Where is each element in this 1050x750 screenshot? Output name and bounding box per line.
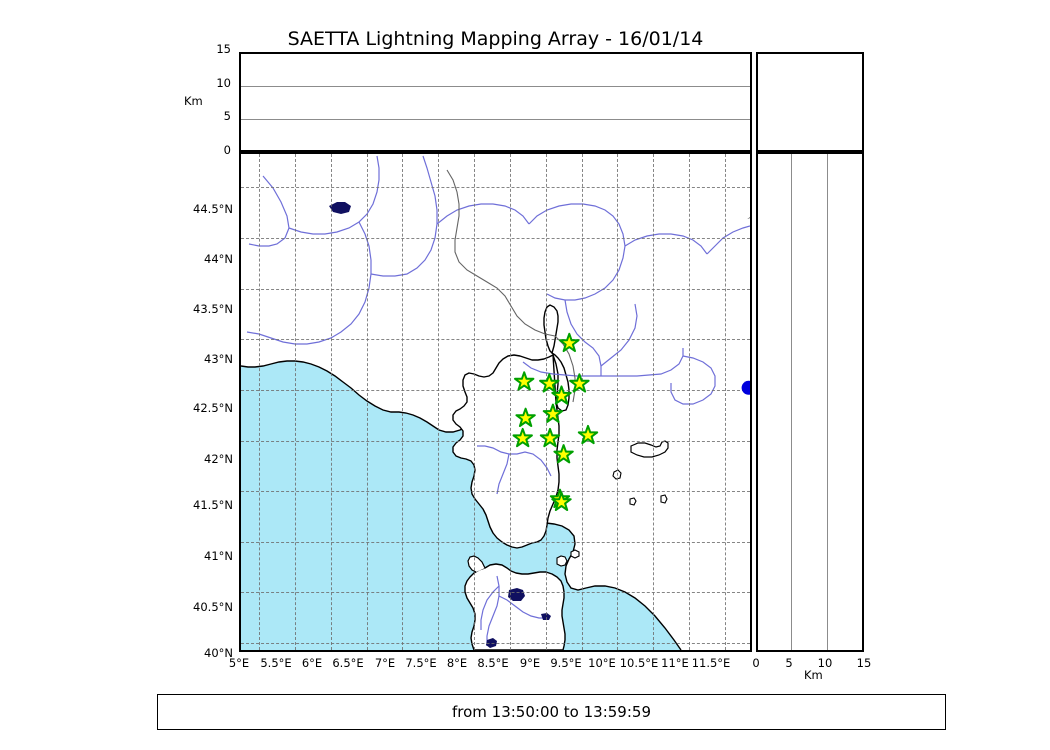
- map-xtick-9E: 9°E: [519, 656, 541, 670]
- lakes: [329, 202, 551, 648]
- lma-station-star[interactable]: [512, 427, 533, 448]
- map-gridline-lon: [294, 154, 296, 650]
- map-gridline-lon: [581, 154, 583, 650]
- montecristo-island: [660, 494, 668, 504]
- top-panel-ytick-15: 15: [216, 42, 231, 56]
- top-panel-ytick-0: 0: [223, 143, 231, 157]
- map-xtick-11.5E: 11.5°E: [691, 656, 731, 670]
- top-panel-gridline-5: [241, 119, 750, 120]
- map-xtick-6E: 6°E: [301, 656, 323, 670]
- map-xtick-5.5E: 5.5°E: [260, 656, 292, 670]
- map-ytick-42N: 42°N: [204, 452, 233, 466]
- right-panel-gridline-10: [827, 154, 828, 650]
- lma-station-star[interactable]: [542, 403, 564, 423]
- map-xtick-6.5E: 6.5°E: [332, 656, 364, 670]
- map-inner: [241, 154, 750, 650]
- sardinia-north-coast-detail: [467, 555, 486, 573]
- map-ytick-42.5N: 42.5°N: [193, 401, 233, 415]
- map-xtick-8.5E: 8.5°E: [477, 656, 509, 670]
- map-gridline-lon: [545, 154, 547, 650]
- map-xtick-11E: 11°E: [661, 656, 689, 670]
- map-ytick-44N: 44°N: [204, 252, 233, 266]
- right-panel-xtick-5: 5: [785, 656, 793, 670]
- map-gridline-lat: [241, 238, 750, 239]
- time-range-status-bar[interactable]: from 13:50:00 to 13:59:59: [157, 694, 946, 730]
- sardinia-landmass: [464, 563, 566, 650]
- right-panel-xtick-15: 15: [856, 656, 872, 670]
- altitude-latitude-panel[interactable]: [756, 152, 864, 652]
- map-xtick-5E: 5°E: [228, 656, 250, 670]
- lma-station-star[interactable]: [514, 371, 535, 391]
- map-ytick-43N: 43°N: [204, 352, 233, 366]
- map-xtick-10.5E: 10.5°E: [619, 656, 659, 670]
- map-gridline-lon: [653, 154, 655, 650]
- elba-island: [630, 440, 669, 458]
- altitude-longitude-panel[interactable]: [239, 52, 752, 152]
- data-markers-layer[interactable]: [241, 154, 750, 650]
- map-gridline-lon: [330, 154, 332, 650]
- map-gridline-lon: [689, 154, 691, 650]
- top-panel-ytick-10: 10: [216, 76, 231, 90]
- map-ytick-44.5N: 44.5°N: [193, 202, 233, 216]
- right-panel-axis-label: Km: [804, 668, 823, 682]
- map-panel[interactable]: [239, 152, 752, 652]
- river-network: [246, 155, 750, 646]
- map-gridline-lon: [366, 154, 368, 650]
- time-range-text: from 13:50:00 to 13:59:59: [451, 703, 651, 721]
- lma-station-star[interactable]: [553, 444, 574, 464]
- map-gridline-lat: [241, 389, 750, 391]
- lma-station-star[interactable]: [559, 332, 580, 353]
- right-panel-xtick-0: 0: [752, 656, 760, 670]
- lightning-source-marker[interactable]: [741, 380, 750, 395]
- map-gridline-lon: [258, 154, 260, 650]
- map-xtick-7E: 7°E: [374, 656, 396, 670]
- right-panel-gridline-5: [791, 154, 792, 650]
- map-gridline-lat: [241, 592, 750, 594]
- right-panel-xtick-10: 10: [817, 656, 833, 670]
- top-panel-ytick-5: 5: [223, 109, 231, 123]
- corner-panel: [756, 52, 864, 152]
- pianosa-island: [629, 497, 637, 506]
- lma-station-star[interactable]: [577, 424, 599, 445]
- lma-station-markers[interactable]: [512, 332, 599, 511]
- map-gridline-lat: [241, 440, 750, 442]
- map-gridline-lon: [402, 154, 404, 650]
- map-ytick-41N: 41°N: [204, 549, 233, 563]
- map-gridline-lon: [438, 154, 440, 650]
- top-panel-gridline-10: [241, 86, 750, 87]
- map-ytick-40N: 40°N: [204, 646, 233, 660]
- page-title: SAETTA Lightning Mapping Array - 16/01/1…: [287, 28, 704, 50]
- map-ytick-40.5N: 40.5°N: [193, 600, 233, 614]
- map-gridline-lon: [509, 154, 511, 650]
- top-panel-axis-label: Km: [184, 94, 203, 108]
- map-gridline-lat: [241, 491, 750, 493]
- map-gridlines: [241, 154, 750, 650]
- map-gridline-lat: [241, 187, 750, 189]
- map-ytick-41.5N: 41.5°N: [193, 498, 233, 512]
- source-markers[interactable]: [741, 380, 750, 395]
- lma-station-star[interactable]: [539, 427, 561, 448]
- lma-station-star[interactable]: [569, 373, 590, 393]
- map-gridline-lon: [474, 154, 475, 650]
- map-xtick-9.5E: 9.5°E: [550, 656, 582, 670]
- map-gridline-lat: [241, 288, 750, 290]
- map-xtick-8E: 8°E: [446, 656, 468, 670]
- sardinia-northeast-islands: [556, 549, 580, 567]
- map-ytick-43.5N: 43.5°N: [193, 302, 233, 316]
- map-gridline-lat: [241, 642, 750, 644]
- map-gridline-lat: [241, 339, 750, 341]
- map-xtick-10E: 10°E: [588, 656, 616, 670]
- map-gridline-lon: [617, 154, 619, 650]
- lma-station-star[interactable]: [515, 407, 536, 427]
- map-xtick-7.5E: 7.5°E: [405, 656, 437, 670]
- map-gridline-lon: [724, 154, 726, 650]
- map-gridline-lat: [241, 541, 750, 543]
- lma-station-star[interactable]: [539, 373, 560, 393]
